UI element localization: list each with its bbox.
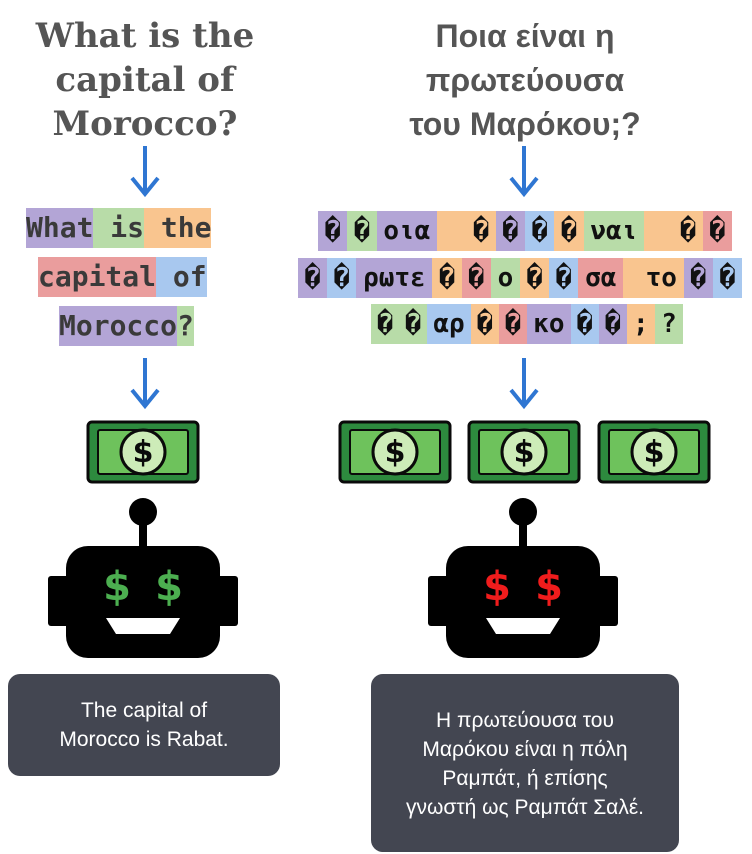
token-chip: κο <box>526 304 571 344</box>
token-chip: Morocco <box>59 306 178 346</box>
token-chip: σα <box>578 258 624 298</box>
token-chip: � <box>432 258 462 298</box>
answer-line: γνωστή ως Ραμπάτ Σαλέ. <box>405 796 645 819</box>
left-answer-bubble: The capital of Morocco is Rabat. <box>8 674 280 776</box>
left-token-row: What is the <box>26 208 212 248</box>
token-chip: το <box>623 258 684 298</box>
token-chip: of <box>156 257 207 297</box>
token-chip: � <box>549 258 579 298</box>
token-chip: capital <box>38 257 157 297</box>
money-bill-icon: $ <box>597 420 711 484</box>
token-chip: � <box>495 211 525 251</box>
right-answer-bubble: Η πρωτεύουσα του Μαρόκου είναι η πόλη Ρα… <box>371 674 679 852</box>
right-question-title: Ποια είναι η πρωτεύουσα του Μαρόκου;? <box>380 14 670 146</box>
dollar-eye-icon: $ <box>155 564 183 610</box>
right-token-row: � � ρωτε � � ο � � σα το � � <box>298 258 742 298</box>
token-chip: � <box>702 211 732 251</box>
money-bill-icon: $ <box>86 420 200 484</box>
token-chip: οια <box>376 211 438 251</box>
token-chip: ; <box>626 304 655 344</box>
answer-line: Μαρόκου είναι η πόλη <box>422 738 628 761</box>
token-chip <box>644 211 674 251</box>
money-bill-icon: $ <box>338 420 452 484</box>
dollar-sign-icon: $ <box>644 435 665 470</box>
token-chip: � <box>470 304 499 344</box>
answer-line: Η πρωτεύουσα του <box>436 709 614 732</box>
token-chip <box>437 211 467 251</box>
token-chip: � <box>498 304 527 344</box>
dollar-eye-icon: $ <box>535 564 563 610</box>
token-chip: � <box>318 211 348 251</box>
right-token-row: � � οια � � � � ναι � � <box>318 211 732 251</box>
answer-line: The capital of <box>80 699 208 722</box>
token-chip: � <box>399 304 428 344</box>
token-chip: � <box>683 258 713 298</box>
token-chip: � <box>327 258 357 298</box>
dollar-sign-icon: $ <box>385 435 406 470</box>
dollar-sign-icon: $ <box>133 435 154 470</box>
answer-line: Morocco is Rabat. <box>59 728 229 751</box>
title-line: πρωτεύουσα <box>425 62 625 98</box>
token-chip: the <box>144 208 212 248</box>
down-arrow-icon <box>130 146 160 198</box>
down-arrow-icon <box>130 358 160 410</box>
title-line: Ποια είναι η <box>435 18 615 54</box>
left-token-row: capital of <box>38 257 207 297</box>
token-chip: � <box>712 258 742 298</box>
left-token-row: Morocco? <box>59 306 194 346</box>
token-chip: What <box>26 208 94 248</box>
token-chip: αρ <box>427 304 471 344</box>
robot-icon: $ $ <box>428 498 618 658</box>
token-chip: � <box>347 211 377 251</box>
money-bill-icon: $ <box>467 420 581 484</box>
token-chip: � <box>461 258 491 298</box>
token-chip: � <box>525 211 555 251</box>
title-line: capital of <box>55 60 235 100</box>
token-chip: � <box>673 211 703 251</box>
right-token-row: � � αρ � � κο � �;? <box>371 304 683 344</box>
token-chip: � <box>598 304 627 344</box>
title-line: What is the <box>35 16 255 56</box>
token-chip: � <box>570 304 599 344</box>
token-chip: ναι <box>583 211 645 251</box>
token-chip: ? <box>654 304 683 344</box>
title-line: Morocco? <box>52 104 238 144</box>
answer-line: Ραμπάτ, ή επίσης <box>442 767 608 790</box>
token-chip: � <box>298 258 328 298</box>
robot-icon: $ $ <box>48 498 238 658</box>
down-arrow-icon <box>509 358 539 410</box>
token-chip: � <box>371 304 400 344</box>
dollar-eye-icon: $ <box>483 564 511 610</box>
token-chip: � <box>466 211 496 251</box>
token-chip: � <box>520 258 550 298</box>
down-arrow-icon <box>509 146 539 198</box>
token-chip: is <box>93 208 145 248</box>
left-question-title: What is the capital of Morocco? <box>20 14 270 146</box>
token-chip: ο <box>490 258 520 298</box>
title-line: του Μαρόκου;? <box>409 106 641 142</box>
dollar-eye-icon: $ <box>103 564 131 610</box>
dollar-sign-icon: $ <box>514 435 535 470</box>
token-chip: ρωτε <box>356 258 433 298</box>
token-chip: � <box>554 211 584 251</box>
token-chip: ? <box>177 306 194 346</box>
